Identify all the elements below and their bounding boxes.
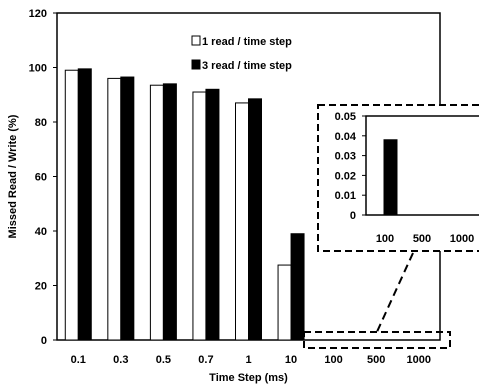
- legend-swatch-1-read: [191, 35, 201, 46]
- main-bars: [64, 68, 305, 341]
- inset-y-tick-label: 0.01: [335, 190, 356, 202]
- bar-3-read: [205, 88, 220, 341]
- y-tick-label: 0: [41, 335, 47, 347]
- legend-swatch-3-read: [191, 59, 201, 70]
- y-tick-label: 40: [35, 226, 47, 238]
- legend-label-3-read: 3 read / time step: [202, 60, 292, 72]
- bar-1-read: [107, 77, 122, 341]
- inset-x-tick-label: 500: [413, 233, 431, 245]
- legend: 1 read / time step 3 read / time step: [191, 35, 292, 72]
- y-tick-label: 20: [35, 281, 47, 293]
- bar-1-read: [64, 69, 79, 341]
- inset-y-tick-label: 0.03: [335, 151, 356, 163]
- bar-3-read: [162, 83, 177, 341]
- bar-3-read: [77, 68, 92, 341]
- inset-x-tick-label: 1000: [450, 233, 474, 245]
- x-tick-label: 1000: [406, 354, 430, 366]
- y-axis-label: Missed Read / Write (%): [7, 114, 19, 238]
- bar-3-read: [120, 76, 135, 341]
- inset-y-tick-label: 0.05: [335, 111, 356, 123]
- bar-3-read: [290, 233, 305, 341]
- x-tick-label: 0.3: [113, 354, 128, 366]
- x-tick-label: 0.5: [156, 354, 171, 366]
- x-tick-label: 10: [285, 354, 297, 366]
- x-axis-label: Time Step (ms): [209, 372, 288, 384]
- zoom-source-box: [303, 331, 451, 349]
- inset-x-tick-label: 100: [376, 233, 394, 245]
- x-tick-label: 100: [324, 354, 342, 366]
- x-tick-label: 1: [245, 354, 251, 366]
- y-axis-ticks: 0 20 40 60 80 100 120: [29, 8, 57, 347]
- y-tick-label: 80: [35, 117, 47, 129]
- y-tick-label: 120: [29, 8, 47, 20]
- inset-y-axis-ticks: 0 0.01 0.02 0.03 0.04 0.05: [335, 111, 366, 222]
- x-tick-label: 0.7: [198, 354, 213, 366]
- legend-label-1-read: 1 read / time step: [202, 36, 292, 48]
- zoom-connector-line: [375, 252, 414, 335]
- inset-y-tick-label: 0.02: [335, 170, 356, 182]
- bar-1-read: [277, 264, 292, 341]
- inset-bars: [383, 139, 398, 216]
- y-tick-label: 100: [29, 63, 47, 75]
- inset-y-tick-label: 0: [350, 210, 356, 222]
- inset-x-axis-ticks: 100 500 1000: [376, 233, 474, 245]
- inset-y-tick-label: 0.04: [335, 131, 357, 143]
- bar-3-read: [248, 98, 262, 341]
- bar-1-read: [149, 84, 164, 341]
- x-tick-label: 500: [367, 354, 385, 366]
- bar-1-read: [235, 102, 249, 341]
- inset-chart: 0 0.01 0.02 0.03 0.04 0.05 100 500 1000: [317, 104, 479, 252]
- x-tick-label: 0.1: [71, 354, 86, 366]
- x-axis-ticks: 0.1 0.3 0.5 0.7 1 10 100 500 1000: [71, 354, 431, 366]
- y-tick-label: 60: [35, 172, 47, 184]
- inset-plot-frame: [365, 115, 479, 216]
- bar-1-read: [192, 91, 207, 341]
- inset-bar-3-read: [383, 139, 398, 216]
